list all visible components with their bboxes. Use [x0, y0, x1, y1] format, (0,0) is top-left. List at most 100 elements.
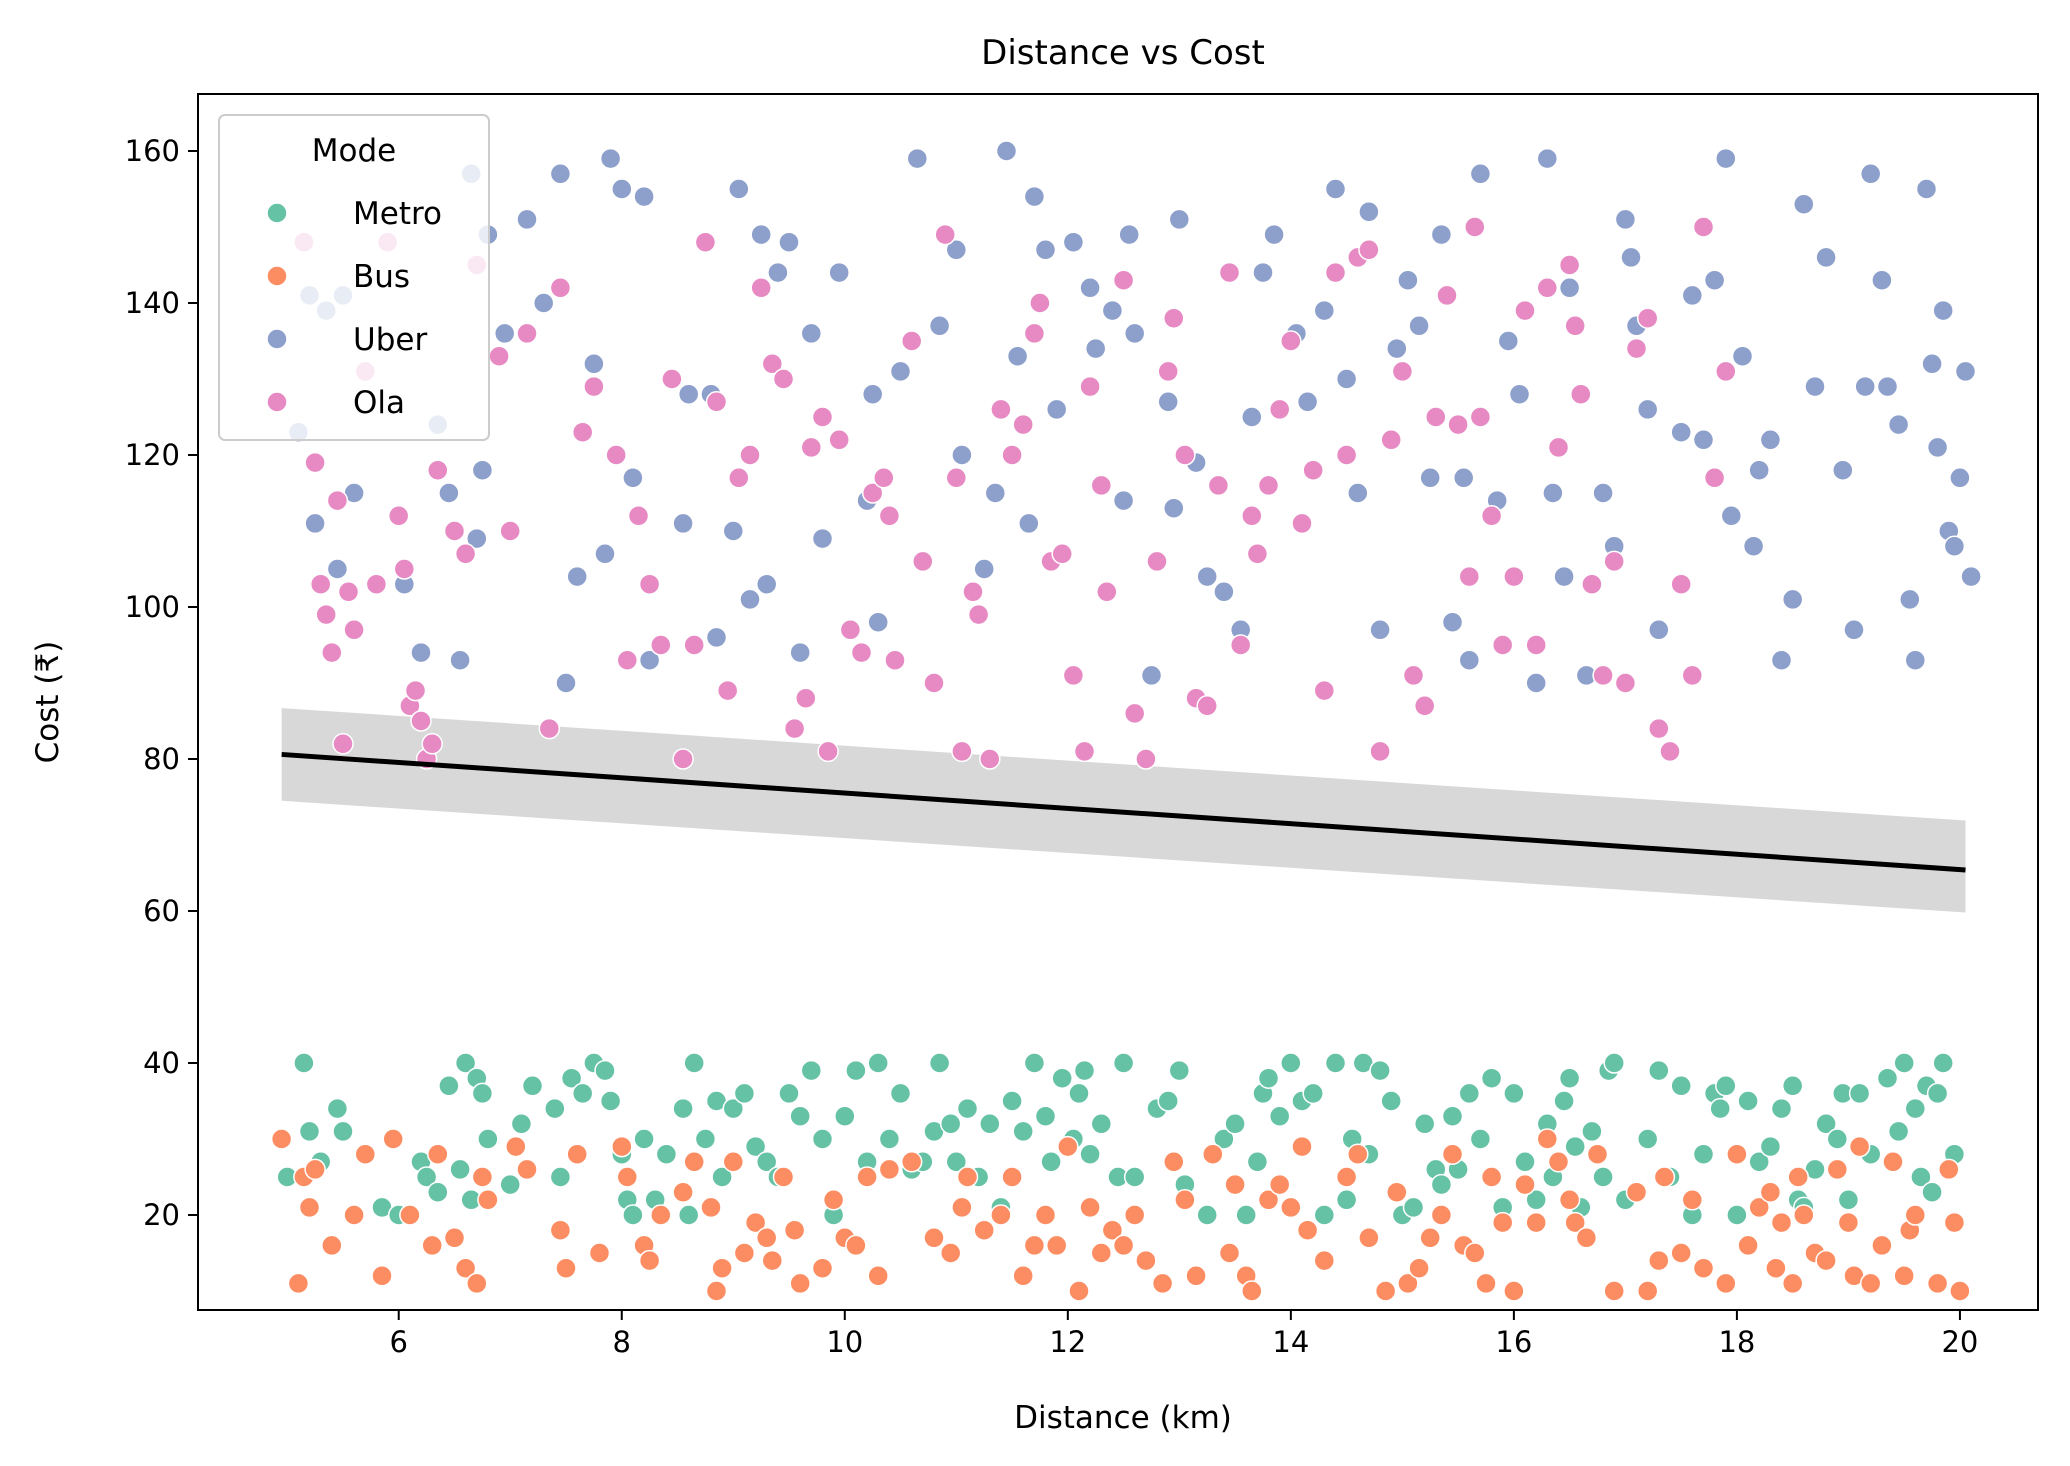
point-metro — [1235, 1204, 1257, 1226]
point-metro — [1815, 1113, 1837, 1135]
point-ola — [304, 451, 326, 474]
point-uber — [1469, 163, 1492, 185]
point-metro — [1224, 1113, 1246, 1135]
point-metro — [594, 1059, 616, 1082]
point-metro — [544, 1097, 566, 1120]
point-uber — [800, 322, 823, 345]
point-ola — [1715, 360, 1737, 383]
point-uber — [549, 163, 572, 185]
point-uber — [1670, 421, 1692, 443]
point-uber — [728, 178, 750, 200]
point-bus — [1397, 1272, 1419, 1295]
y-tick-label: 20 — [143, 1198, 180, 1232]
point-ola — [1670, 573, 1692, 595]
point-ola — [1458, 565, 1481, 588]
point-metro — [1123, 1166, 1146, 1188]
point-uber — [1497, 330, 1520, 352]
point-bus — [1882, 1151, 1904, 1173]
point-ola — [967, 603, 990, 626]
point-uber — [861, 383, 884, 405]
point-ola — [1135, 748, 1157, 770]
point-metro — [1503, 1082, 1525, 1105]
point-uber — [1871, 269, 1893, 291]
x-axis-label: Distance (km) — [1014, 1400, 1232, 1436]
point-ola — [1447, 413, 1469, 436]
point-uber — [750, 223, 772, 246]
point-bus — [1347, 1143, 1369, 1165]
point-metro — [677, 1204, 700, 1226]
point-metro — [1469, 1128, 1492, 1150]
y-tick-label: 160 — [125, 134, 180, 168]
point-bus — [1547, 1151, 1570, 1173]
point-uber — [1458, 649, 1481, 671]
point-bus — [1335, 1166, 1358, 1188]
point-ola — [309, 573, 332, 595]
point-bus — [421, 1234, 443, 1257]
x-tick-label: 14 — [1272, 1325, 1309, 1359]
point-ola — [1012, 413, 1034, 436]
point-uber — [1196, 565, 1218, 588]
point-uber — [594, 543, 616, 565]
point-bus — [1280, 1196, 1302, 1219]
point-uber — [1118, 223, 1140, 246]
point-uber — [1525, 672, 1547, 694]
point-ola — [772, 368, 795, 390]
point-ola — [923, 672, 945, 694]
point-bus — [733, 1242, 756, 1264]
point-uber — [1313, 299, 1336, 322]
point-bus — [611, 1135, 633, 1158]
point-uber — [705, 626, 728, 649]
point-bus — [477, 1189, 499, 1211]
point-ola — [488, 345, 510, 367]
point-ola — [315, 603, 337, 626]
point-ola — [1413, 695, 1436, 717]
point-ola — [1218, 261, 1241, 284]
y-axis-ticks: 20 40 60 80 100 120 140 160 — [125, 134, 198, 1232]
point-ola — [1062, 664, 1085, 687]
x-tick-label: 16 — [1495, 1325, 1532, 1359]
point-uber — [1062, 231, 1085, 253]
point-bus — [466, 1272, 488, 1295]
point-ola — [861, 482, 884, 504]
point-bus — [1926, 1272, 1949, 1295]
point-ola — [811, 406, 834, 428]
x-tick-label: 20 — [1941, 1325, 1978, 1359]
point-metro — [1157, 1090, 1179, 1112]
point-ola — [1079, 375, 1101, 398]
point-ola — [716, 679, 739, 702]
point-ola — [343, 619, 365, 641]
point-ola — [884, 649, 906, 671]
point-uber — [1006, 345, 1029, 367]
point-uber — [1899, 588, 1921, 611]
point-metro — [471, 1082, 494, 1105]
point-uber — [778, 231, 800, 253]
legend-box — [218, 114, 490, 441]
point-bus — [1023, 1234, 1046, 1257]
point-bus — [1514, 1173, 1536, 1196]
point-metro — [655, 1143, 678, 1165]
point-metro — [1335, 1189, 1358, 1211]
point-ola — [1692, 216, 1715, 238]
point-uber — [1960, 565, 1982, 588]
point-uber — [1101, 299, 1124, 322]
point-ola — [672, 748, 694, 770]
point-metro — [733, 1082, 756, 1105]
point-uber — [1703, 269, 1726, 291]
point-ola — [1703, 467, 1726, 489]
point-uber — [1692, 429, 1715, 451]
point-ola — [1369, 740, 1391, 763]
point-uber — [1815, 246, 1837, 269]
point-metro — [622, 1204, 644, 1226]
point-ola — [1246, 543, 1269, 565]
point-metro — [1280, 1052, 1302, 1074]
point-ola — [1564, 315, 1586, 337]
point-metro — [1848, 1082, 1871, 1105]
point-ola — [616, 649, 639, 671]
point-ola — [705, 391, 728, 413]
y-tick-label: 80 — [143, 742, 180, 776]
point-ola — [962, 581, 984, 603]
point-bus — [1268, 1173, 1291, 1196]
legend-marker-metro — [266, 202, 288, 224]
point-metro — [939, 1113, 962, 1135]
point-metro — [1603, 1052, 1625, 1074]
